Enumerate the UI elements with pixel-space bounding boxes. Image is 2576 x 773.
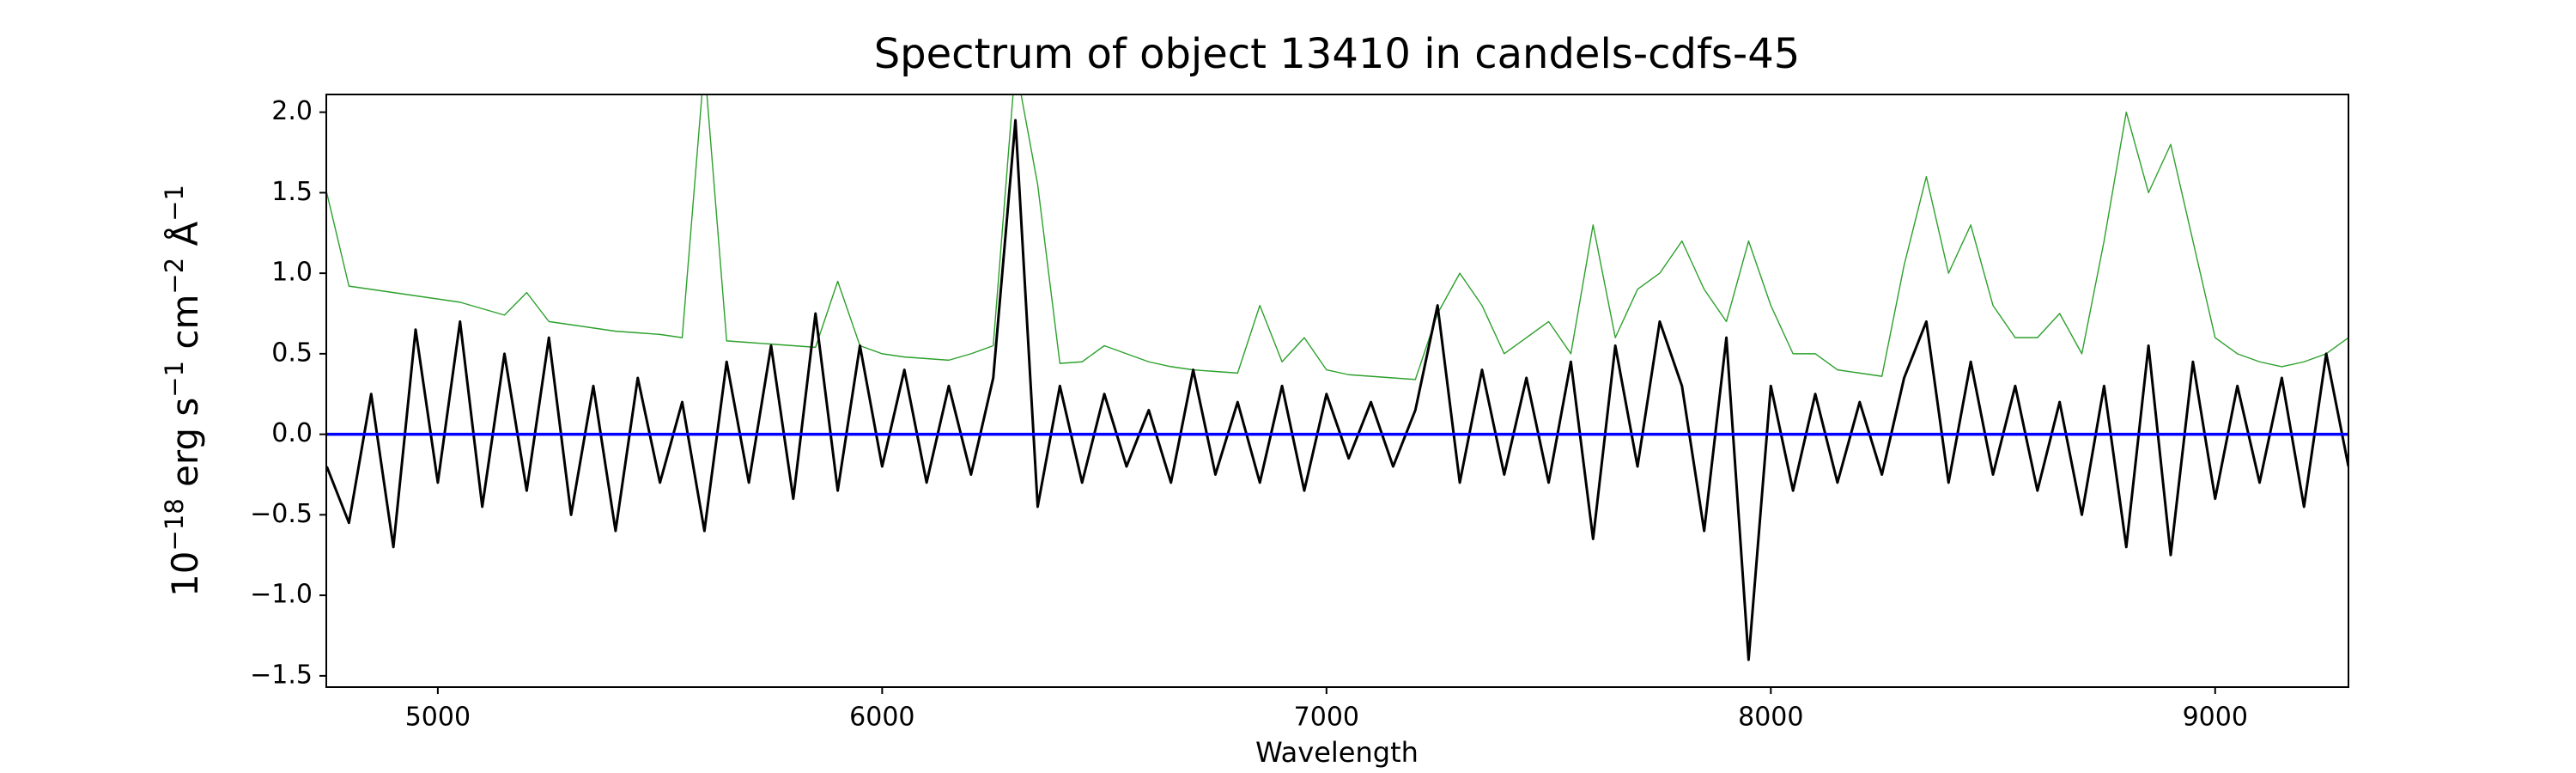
chart-title: Spectrum of object 13410 in candels-cdfs…	[874, 30, 1801, 78]
y-tick-label: −0.5	[250, 499, 313, 529]
y-axis-label-part: 10	[164, 551, 206, 597]
y-tick-label: −1.0	[250, 580, 313, 610]
y-axis-label: 10−18 erg s−1 cm−2 Å−1	[160, 185, 206, 597]
spectrum-line	[326, 119, 2348, 661]
y-tick-label: 1.0	[271, 258, 313, 288]
y-axis-label-part: −1	[160, 361, 189, 398]
x-axis-label: Wavelength	[1255, 736, 1419, 769]
y-tick-label: 1.5	[271, 177, 313, 207]
y-tick-label: 0.5	[271, 338, 313, 368]
x-tick-label: 6000	[849, 703, 914, 733]
y-axis-label-part: Å	[163, 222, 206, 258]
x-tick-label: 8000	[1738, 703, 1803, 733]
y-axis-label-part: cm	[164, 295, 206, 361]
y-axis-label-part: erg s	[164, 398, 206, 499]
plot-area	[326, 94, 2348, 661]
axes-frame	[325, 94, 2349, 688]
x-tick-label: 5000	[405, 703, 471, 733]
y-tick-label: 2.0	[271, 96, 313, 126]
x-tick-label: 7000	[1294, 703, 1359, 733]
y-tick-label: −1.5	[250, 660, 313, 690]
y-tick-label: 0.0	[271, 418, 313, 448]
y-axis-label-part: −1	[160, 185, 189, 222]
spectrum-line	[326, 94, 2348, 380]
y-axis-label-part: −2	[160, 258, 189, 295]
y-axis-label-part: −18	[160, 498, 189, 551]
x-tick-label: 9000	[2183, 703, 2248, 733]
